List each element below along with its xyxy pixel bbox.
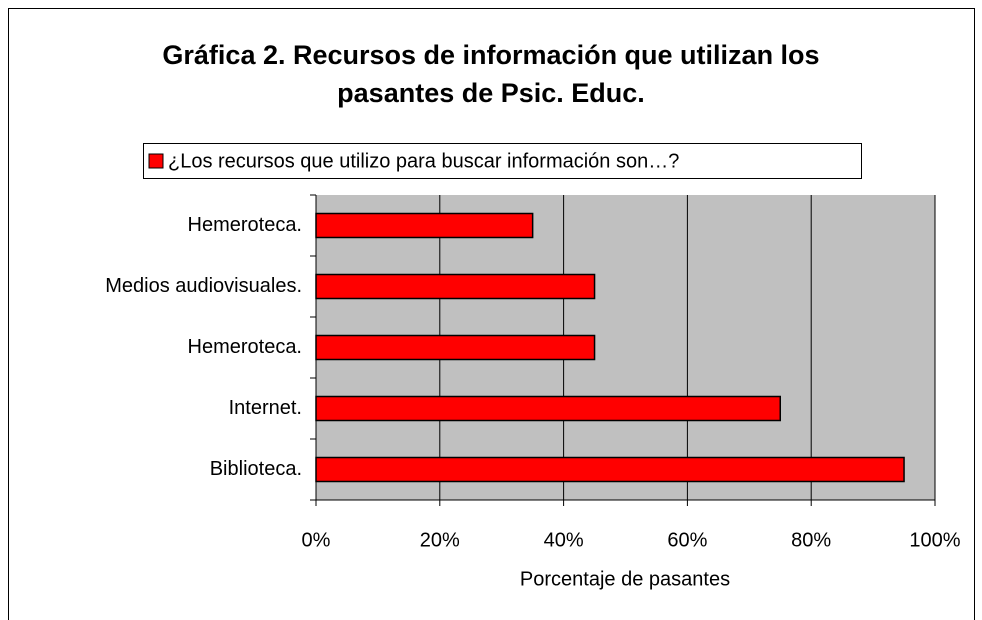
legend-swatch: [148, 153, 164, 169]
bar: [315, 273, 596, 300]
y-tick-label: Medios audiovisuales.: [105, 275, 302, 297]
x-tick-label: 80%: [791, 529, 831, 551]
y-tick-label: Biblioteca.: [210, 458, 302, 480]
bar: [315, 334, 596, 361]
bar: [315, 212, 534, 239]
y-tick-label: Hemeroteca.: [188, 214, 303, 236]
bar: [315, 395, 781, 422]
x-tick-label: 20%: [420, 529, 460, 551]
legend-label: ¿Los recursos que utilizo para buscar in…: [168, 150, 679, 172]
bar: [315, 456, 905, 483]
legend-box: [143, 143, 862, 179]
y-tick-label: Internet.: [229, 397, 302, 419]
x-tick-label: 0%: [302, 529, 331, 551]
x-axis-label: Porcentaje de pasantes: [520, 568, 730, 590]
y-tick-label: Hemeroteca.: [188, 336, 303, 358]
x-tick-label: 100%: [909, 529, 960, 551]
chart-frame: [8, 8, 975, 620]
chart-title: Gráfica 2. Recursos de información que u…: [162, 40, 820, 108]
x-tick-label: 40%: [544, 529, 584, 551]
x-tick-label: 60%: [667, 529, 707, 551]
